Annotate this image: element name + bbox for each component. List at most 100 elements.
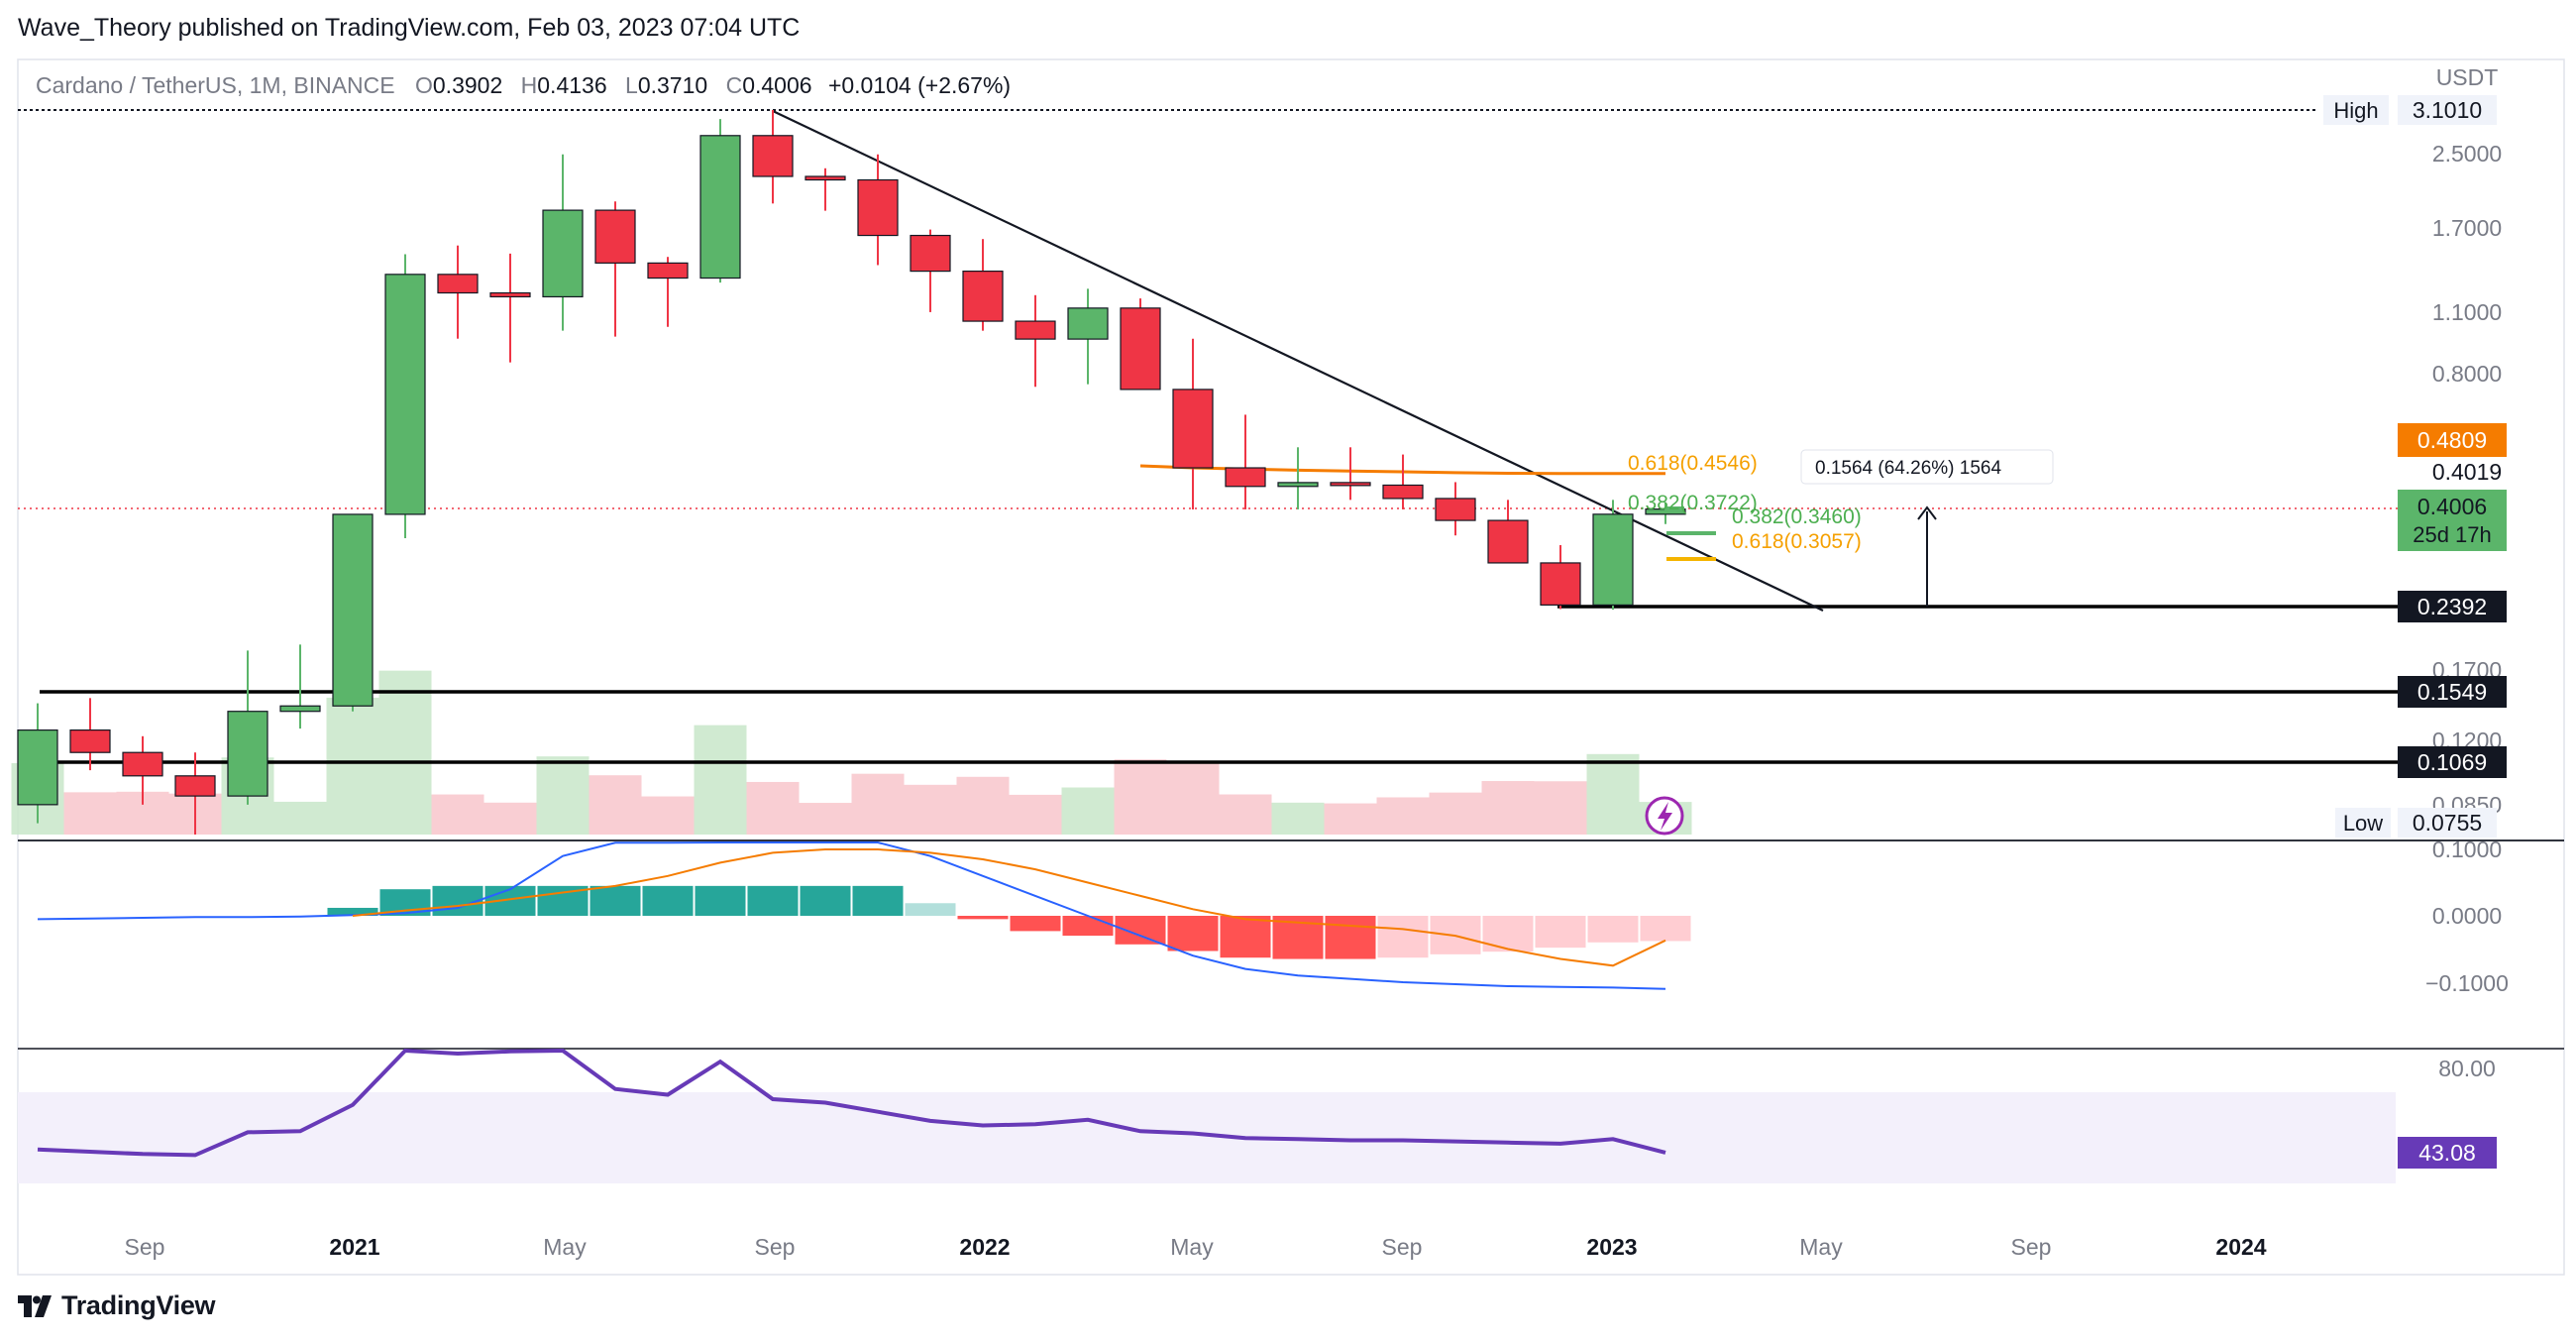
- support-badge-1: [2398, 591, 2507, 622]
- price-axis[interactable]: USDT 2.5000 1.7000 1.1000 0.8000 0.4019 …: [2432, 64, 2502, 818]
- time-label: 2021: [329, 1234, 379, 1260]
- price-tick: 1.7000: [2432, 215, 2502, 241]
- current-price: 0.4006: [2417, 494, 2487, 519]
- price-axis-unit: USDT: [2436, 64, 2499, 90]
- low-value-badge: [2398, 808, 2497, 838]
- candle-body: [647, 262, 689, 280]
- footer-brand[interactable]: TradingView: [18, 1290, 216, 1321]
- countdown: 25d 17h: [2413, 522, 2492, 547]
- high-badge: [2323, 95, 2389, 125]
- tradingview-logo-icon: [18, 1294, 52, 1317]
- macd-histogram-bar: [1377, 916, 1429, 958]
- bolt-icon[interactable]: [1645, 796, 1684, 836]
- fib-label-orange-bottom: 0.618(0.3057): [1732, 530, 1862, 553]
- candle-body: [1382, 484, 1424, 500]
- change-value: +0.0104 (+2.67%): [828, 72, 1011, 98]
- macd-axis[interactable]: 0.1000 0.0000 −0.1000: [2425, 837, 2509, 996]
- current-price-badge: [2398, 490, 2507, 551]
- candle-body: [542, 209, 584, 298]
- low-label: L: [625, 72, 638, 98]
- volume-area-segment: [1586, 753, 1640, 835]
- candle-body: [174, 775, 216, 797]
- ohlc-legend: Cardano / TetherUS, 1M, BINANCE O0.3902 …: [36, 72, 1011, 98]
- candle-body: [1592, 513, 1634, 606]
- volume-area-segment: [536, 756, 590, 835]
- candle-body: [17, 729, 58, 806]
- fib-label-green-top: 0.382(0.3722): [1628, 492, 1758, 514]
- high-label: H: [521, 72, 538, 98]
- macd-histogram-bar: [1325, 916, 1376, 959]
- macd-tick: −0.1000: [2425, 970, 2509, 996]
- candle-body: [594, 209, 636, 264]
- volume-area-segment: [746, 781, 800, 835]
- rsi-band: [18, 1092, 2396, 1183]
- volume-area-segment: [63, 792, 117, 835]
- time-label: Sep: [1382, 1234, 1423, 1260]
- volume-area-segment: [1061, 787, 1115, 835]
- rsi-badge: [2398, 1137, 2497, 1169]
- support-value-1: 0.2392: [2417, 594, 2487, 619]
- macd-histogram-bar: [1220, 916, 1271, 958]
- rsi-value: 43.08: [2418, 1140, 2476, 1166]
- candle-body: [384, 274, 426, 515]
- price-tick: 0.8000: [2432, 361, 2502, 387]
- fib-label-green-mid: 0.382(0.3460): [1732, 505, 1862, 528]
- candle-body: [1120, 307, 1161, 391]
- candle-body: [1540, 562, 1581, 606]
- trendline[interactable]: [772, 110, 1824, 612]
- volume-area-segment: [378, 670, 432, 835]
- volume-area-segment: [694, 725, 747, 835]
- macd-histogram-bar: [852, 885, 904, 916]
- candle-body: [1172, 389, 1214, 469]
- time-label: May: [1170, 1234, 1214, 1260]
- measure-label: 0.1564 (64.26%) 1564: [1815, 458, 2001, 479]
- ema-badge: [2398, 423, 2507, 457]
- candle-body: [437, 274, 479, 294]
- volume-area: [11, 670, 1692, 835]
- low-value: 0.3710: [638, 72, 707, 98]
- macd-line: [37, 841, 1666, 990]
- open-value: 0.3902: [433, 72, 502, 98]
- candle-body: [857, 178, 899, 237]
- volume-area-segment: [851, 773, 905, 835]
- macd-histogram-bar: [1062, 916, 1114, 937]
- volume-area-segment: [1324, 803, 1377, 835]
- candle-body: [962, 271, 1004, 322]
- macd-histogram-bar: [1640, 916, 1691, 942]
- volume-area-segment: [1376, 797, 1430, 835]
- support-value-2: 0.1549: [2417, 679, 2487, 705]
- close-value: 0.4006: [742, 72, 811, 98]
- measure-label-box: [1800, 449, 2054, 485]
- macd-histogram-bar: [905, 903, 956, 916]
- macd-histogram-bar: [957, 916, 1009, 920]
- candle-body: [1225, 467, 1266, 488]
- macd-histogram-bar: [327, 907, 378, 916]
- candle-body: [489, 291, 531, 298]
- measure-arrowhead: [1917, 505, 1937, 520]
- candle-body: [805, 175, 846, 181]
- candle-body: [227, 711, 268, 797]
- candles[interactable]: [17, 110, 1686, 835]
- high-badge-label: High: [2333, 98, 2378, 123]
- candle-body: [910, 234, 951, 273]
- time-axis[interactable]: Sep 2021 May Sep 2022 May Sep 2023 May S…: [125, 1234, 2267, 1260]
- rsi-line: [37, 1048, 1666, 1158]
- volume-area-segment: [956, 776, 1010, 835]
- candle-body: [752, 135, 794, 177]
- time-label: Sep: [755, 1234, 796, 1260]
- ema-value: 0.4809: [2417, 427, 2487, 453]
- candle-body: [279, 705, 321, 713]
- candle-body: [1435, 498, 1476, 521]
- time-label: 2022: [959, 1234, 1010, 1260]
- volume-area-segment: [904, 784, 957, 835]
- volume-area-segment: [589, 775, 642, 835]
- macd-histogram-bar: [800, 885, 851, 916]
- brand-name: TradingView: [61, 1290, 216, 1320]
- price-tick: 1.1000: [2432, 299, 2502, 325]
- macd-histogram-bar: [642, 885, 694, 916]
- low-badge-label: Low: [2343, 811, 2383, 836]
- volume-area-segment: [1219, 794, 1272, 835]
- candle-body: [122, 751, 163, 777]
- macd-histogram-bar: [747, 885, 799, 916]
